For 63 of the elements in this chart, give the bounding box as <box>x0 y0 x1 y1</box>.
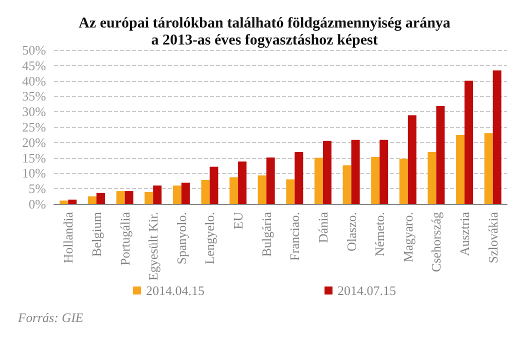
bar <box>144 192 154 204</box>
x-tick-label: Olaszo. <box>344 212 359 252</box>
y-tick-label: 40% <box>22 73 46 88</box>
bar <box>96 192 105 204</box>
y-tick-label: 5% <box>28 181 46 196</box>
bar <box>116 191 125 204</box>
bar <box>484 133 493 204</box>
x-tick-label: Bulgária <box>258 212 274 257</box>
x-tick-label: Spanyolo. <box>174 212 189 264</box>
bar <box>428 152 436 204</box>
bar <box>464 80 474 204</box>
chart-title: Az európai tárolókban található földgázmennyiség aránya a 2013-as éves fogyasztáshoz képest <box>78 16 451 48</box>
x-tick-label: Franciao. <box>287 212 302 261</box>
bar <box>371 156 380 204</box>
y-tick-label: 25% <box>22 120 46 134</box>
y-tick-label: 15% <box>22 150 46 166</box>
x-tick-label: Magyaro. <box>400 212 416 262</box>
x-tick-label: Csehország <box>428 212 444 272</box>
bar <box>399 158 408 204</box>
y-tick-label: 20% <box>22 134 46 150</box>
x-tick-label: Németo. <box>372 212 388 256</box>
bar <box>408 115 416 204</box>
x-tick-label: Portugália <box>117 212 132 266</box>
bar <box>68 200 77 204</box>
bar <box>153 186 162 204</box>
x-tick-label: Ausztria <box>457 212 472 256</box>
y-tick-label: 45% <box>22 58 46 73</box>
bar <box>258 175 266 204</box>
y-tick-label: 30% <box>22 104 46 120</box>
bar <box>124 191 134 204</box>
bar <box>210 166 218 204</box>
y-tick-label: 50% <box>22 42 46 58</box>
bar <box>60 200 68 204</box>
y-tick-label: 0% <box>28 196 46 212</box>
bar <box>286 179 295 204</box>
x-tick-label: Lengyelo. <box>202 212 218 264</box>
bar <box>456 135 465 204</box>
bar <box>201 180 210 204</box>
bar <box>238 161 247 204</box>
bar <box>436 106 445 204</box>
legend-label: 2014.07.15 <box>338 283 396 298</box>
bar <box>314 158 323 204</box>
x-tick-label: Belgium <box>88 212 104 257</box>
bar <box>492 70 502 204</box>
x-tick-label: Szlovákia <box>485 212 500 264</box>
text: Forrás: GIE <box>17 310 84 325</box>
legend-label: 2014.04.15 <box>146 283 204 298</box>
x-tick-label: Hollandia <box>60 212 76 264</box>
y-tick-label: 35% <box>22 88 46 104</box>
x-tick-label: Egyesült Kir. <box>146 212 161 281</box>
bar <box>230 177 238 204</box>
bar <box>322 140 332 204</box>
x-tick-label: EU <box>230 211 246 230</box>
x-tick-label: Dánia <box>315 212 330 244</box>
bar <box>351 140 360 204</box>
bar <box>380 140 388 204</box>
bar <box>172 186 182 204</box>
bar <box>266 157 275 204</box>
bar <box>181 182 190 204</box>
bar <box>294 152 304 204</box>
bar <box>342 165 352 204</box>
bar <box>88 196 96 204</box>
y-tick-label: 10% <box>22 166 46 181</box>
